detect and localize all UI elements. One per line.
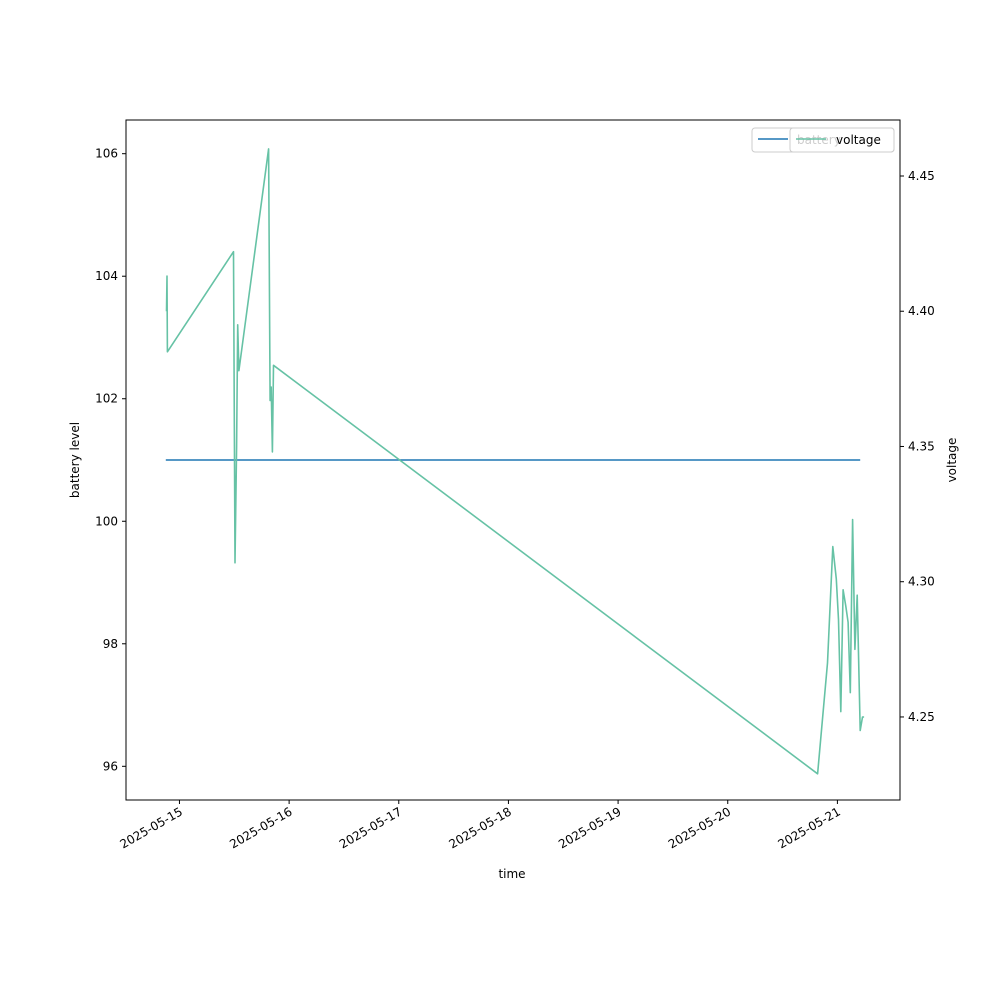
y-right-tick-label: 4.30 xyxy=(908,575,935,589)
y-right-tick-label: 4.25 xyxy=(908,710,935,724)
x-axis-title: time xyxy=(498,867,525,881)
plot-area xyxy=(165,148,865,775)
y-left-tick-label: 106 xyxy=(95,147,118,161)
y-left-tick-label: 100 xyxy=(95,514,118,528)
y-axis-left-title: battery level xyxy=(68,422,82,498)
y-left-tick-label: 96 xyxy=(103,759,118,773)
y-right-tick-label: 4.35 xyxy=(908,439,935,453)
y-right-tick-label: 4.45 xyxy=(908,169,935,183)
y-left-tick-label: 98 xyxy=(103,637,118,651)
legend-voltage-label: voltage xyxy=(836,133,881,147)
series-line-voltage xyxy=(165,148,865,775)
y-axis-left: 96 98 100 102 104 106 xyxy=(95,147,126,773)
y-left-tick-label: 104 xyxy=(95,269,118,283)
y-left-tick-label: 102 xyxy=(95,392,118,406)
y-axis-right-title: voltage xyxy=(945,438,959,483)
plot-frame xyxy=(125,119,901,801)
y-right-tick-label: 4.40 xyxy=(908,304,935,318)
legend-voltage: voltage xyxy=(789,127,895,153)
y-axis-right: 4.25 4.30 4.35 4.40 4.45 xyxy=(900,169,935,724)
